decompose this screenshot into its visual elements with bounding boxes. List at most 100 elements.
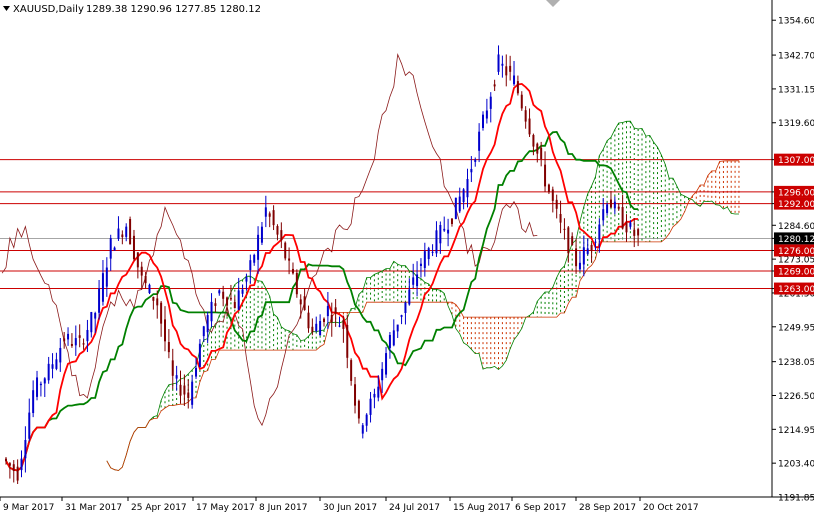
candle-body	[342, 319, 345, 329]
candle-body	[101, 273, 104, 302]
candle-body	[82, 343, 85, 345]
x-tick-label: 6 Sep 2017	[515, 503, 566, 513]
candle-body	[450, 218, 453, 224]
candle-body	[36, 377, 39, 397]
x-tick-label: 17 May 2017	[196, 503, 255, 513]
y-tick-label: 1296.00	[778, 188, 814, 198]
candle-body	[63, 338, 66, 342]
candle-body	[482, 114, 484, 128]
candle-body	[276, 226, 279, 235]
candle-body	[257, 234, 260, 260]
candle-body	[365, 414, 368, 426]
x-tick-label: 9 Mar 2017	[3, 503, 54, 513]
candle-body	[447, 229, 450, 234]
x-tick-label: 25 Apr 2017	[131, 503, 187, 513]
candle-body	[291, 268, 294, 274]
candle-body	[629, 222, 632, 227]
y-tick-label: 1238.05	[778, 358, 814, 368]
dropdown-triangle-icon[interactable]	[3, 6, 10, 11]
candle-body	[563, 228, 566, 230]
candle-body	[121, 234, 124, 238]
price-level-badge	[774, 185, 814, 198]
candle-body	[152, 297, 155, 301]
candle-body	[8, 463, 11, 466]
candle-body	[218, 290, 221, 294]
candle-body	[423, 251, 426, 268]
x-tick-label: 31 Mar 2017	[65, 503, 122, 513]
y-tick-label: 1284.60	[778, 222, 814, 232]
candle-body	[524, 110, 527, 122]
candle-body	[586, 248, 589, 254]
x-tick-label: 8 Jun 2017	[259, 503, 307, 513]
candle-body	[117, 228, 120, 239]
candle-body	[357, 400, 360, 419]
candle-body	[404, 302, 407, 313]
candle-body	[388, 334, 391, 349]
candle-body	[109, 238, 112, 259]
candle-body	[264, 207, 267, 217]
senkou-span-a-line	[106, 120, 739, 471]
candle-body	[229, 298, 232, 300]
kijun-sen-line	[5, 130, 639, 472]
candle-body	[571, 236, 574, 245]
candle-body	[505, 66, 508, 76]
y-tick-label: 1342.70	[778, 52, 814, 62]
y-tick-label: 1263.00	[778, 285, 814, 295]
candle-body	[578, 262, 581, 270]
candle-body	[78, 335, 81, 338]
candle-body	[369, 398, 372, 415]
candle-body	[132, 235, 135, 260]
price-level-badge	[774, 282, 814, 295]
candle-body	[140, 266, 143, 276]
candle-body	[617, 206, 620, 209]
candle-body	[195, 367, 198, 377]
candle-body	[392, 330, 395, 346]
candle-body	[226, 297, 229, 306]
candle-body	[544, 164, 547, 187]
y-axis-ticks: 1354.60 1342.70 1331.15 1319.60 1307.00 1296.…	[772, 17, 814, 504]
x-axis-ticks: 9 Mar 2017 31 Mar 2017 25 Apr 2017 17 May 2…	[0, 497, 699, 513]
candle-body	[90, 312, 93, 333]
candle-body	[575, 248, 578, 267]
candle-body	[536, 143, 539, 154]
candle-body	[206, 315, 209, 333]
candle-body	[431, 251, 434, 253]
candle-body	[136, 252, 139, 268]
candle-body	[493, 84, 496, 87]
candle-body	[338, 325, 341, 327]
candle-body	[559, 213, 562, 223]
price-level-badge	[774, 244, 814, 257]
y-tick-label: 1292.00	[778, 200, 814, 210]
candle-body	[59, 347, 62, 363]
candle-body	[307, 312, 310, 329]
candle-body	[187, 392, 190, 398]
candle-body	[67, 333, 70, 340]
candle-body	[167, 342, 170, 353]
candle-body	[497, 54, 500, 72]
candle-body	[419, 263, 422, 266]
candle-body	[284, 242, 287, 259]
candle-body	[606, 204, 609, 214]
candle-body	[198, 343, 201, 368]
candle-body	[520, 94, 523, 109]
candle-body	[39, 383, 42, 386]
candle-body	[416, 274, 419, 287]
candle-body	[245, 276, 248, 282]
candle-body	[160, 302, 163, 324]
candle-body	[98, 288, 101, 313]
candle-body	[323, 318, 325, 322]
candle-body	[260, 226, 263, 243]
candle-body	[288, 258, 291, 261]
candle-body	[241, 289, 244, 294]
candle-body	[350, 360, 353, 381]
candle-body	[74, 338, 77, 346]
y-tick-label: 1269.00	[778, 267, 814, 277]
candle-body	[334, 307, 337, 314]
candle-body	[171, 360, 174, 376]
candle-body	[396, 324, 399, 332]
candle-body	[547, 184, 550, 193]
y-tick-label: 1319.60	[778, 119, 814, 129]
candle-body	[513, 75, 516, 85]
scroll-shift-triangle-icon[interactable]	[546, 0, 560, 7]
